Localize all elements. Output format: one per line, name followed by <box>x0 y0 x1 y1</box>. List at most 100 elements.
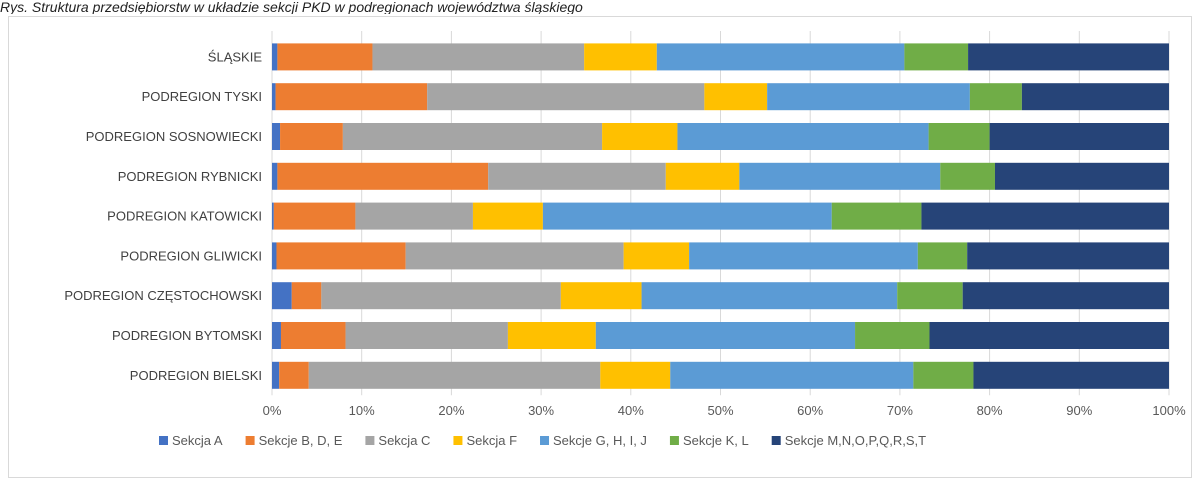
bar-segment <box>273 202 356 230</box>
bar-segment <box>600 361 671 389</box>
bar-segment <box>272 202 274 230</box>
bar-segment <box>272 43 278 71</box>
legend-swatch <box>159 436 168 445</box>
bar-segment <box>969 83 1022 111</box>
bar-segment <box>973 361 1169 389</box>
x-tick-label: 40% <box>618 403 644 418</box>
bar-segment <box>994 162 1169 190</box>
bar-segment <box>277 43 373 71</box>
category-label: PODREGION BYTOMSKI <box>112 328 262 343</box>
x-tick-label: 90% <box>1066 403 1092 418</box>
bar-segment <box>272 162 278 190</box>
bar-segment <box>656 43 905 71</box>
x-tick-label: 30% <box>528 403 554 418</box>
bar-segment <box>1021 83 1169 111</box>
legend-swatch <box>669 436 679 445</box>
bar-segment <box>989 123 1169 150</box>
bar-segment <box>855 322 930 349</box>
bar-segment <box>272 361 280 389</box>
legend-swatch <box>245 436 255 445</box>
bar-segment <box>928 123 990 150</box>
x-tick-label: 50% <box>707 403 733 418</box>
bar-segment <box>917 242 968 270</box>
category-label: PODREGION RYBNICKI <box>118 169 262 184</box>
chart-frame: ŚLĄSKIE PODREGION TYSKI PODREGION SOSNOWIE… <box>8 16 1192 478</box>
bar-segment <box>488 162 666 190</box>
bar-segment <box>623 242 690 270</box>
bar-segment <box>968 43 1169 71</box>
bar-segment <box>767 83 970 111</box>
bar-segment <box>677 123 929 150</box>
legend-entry-label: Sekcje K, L <box>683 433 749 448</box>
bar-segment <box>542 202 832 230</box>
bar-segment <box>665 162 740 190</box>
category-label: PODREGION TYSKI <box>142 89 262 104</box>
bar-segment <box>272 282 292 310</box>
legend: Sekcja A Sekcje B, D, E Sekcja C Sekcja F Se… <box>159 433 926 448</box>
bar-segment <box>280 322 346 349</box>
bar-segment <box>967 242 1169 270</box>
bars <box>272 43 1169 389</box>
bar-segment <box>921 202 1169 230</box>
category-label: PODREGION CZĘSTOCHOWSKI <box>64 288 262 303</box>
bar-segment <box>342 123 603 150</box>
bar-segment <box>372 43 585 71</box>
bar-segment <box>272 242 277 270</box>
bar-segment <box>641 282 898 310</box>
x-tick-label: 10% <box>349 403 375 418</box>
bar-segment <box>595 322 856 349</box>
bar-segment <box>279 361 309 389</box>
bar-segment <box>602 123 678 150</box>
bar-segment <box>280 123 343 150</box>
bar-segment <box>560 282 642 310</box>
bar-segment <box>272 322 281 349</box>
bar-segment <box>272 83 276 111</box>
x-tick-label: 70% <box>887 403 913 418</box>
bar-segment <box>472 202 543 230</box>
bar-segment <box>739 162 941 190</box>
bar-segment <box>277 162 489 190</box>
bar-segment <box>427 83 705 111</box>
x-tick-label: 80% <box>977 403 1003 418</box>
category-label: PODREGION GLIWICKI <box>120 248 262 263</box>
bar-segment <box>670 361 914 389</box>
category-label: PODREGION KATOWICKI <box>107 209 262 224</box>
bar-segment <box>913 361 974 389</box>
bar-segment <box>276 242 406 270</box>
bar-segment <box>291 282 322 310</box>
x-tick-label: 60% <box>797 403 823 418</box>
bar-segment <box>584 43 657 71</box>
legend-entry-label: Sekcje B, D, E <box>259 433 343 448</box>
category-label: PODREGION SOSNOWIECKI <box>86 129 262 144</box>
bar-segment <box>275 83 428 111</box>
category-label: PODREGION BIELSKI <box>130 368 262 383</box>
bar-segment <box>831 202 922 230</box>
bar-segment <box>355 202 473 230</box>
x-axis-tick-labels: 0% 10% 20% 30% 40% 50% 60% 70% 80% 90% 100% <box>263 403 1186 418</box>
legend-entry-label: Sekcja C <box>378 433 430 448</box>
bar-segment <box>704 83 768 111</box>
legend-swatch <box>771 436 781 445</box>
legend-swatch <box>365 436 375 445</box>
bar-segment <box>904 43 969 71</box>
legend-entry-label: Sekcja F <box>466 433 517 448</box>
legend-swatch <box>453 436 463 445</box>
x-tick-label: 100% <box>1152 403 1186 418</box>
bar-segment <box>272 123 281 150</box>
bar-segment <box>308 361 601 389</box>
legend-entry-label: Sekcja A <box>172 433 223 448</box>
bar-segment <box>929 322 1169 349</box>
bar-segment <box>897 282 963 310</box>
bar-segment <box>345 322 508 349</box>
chart-caption: Rys. Struktura przedsiębiorstw w układzi… <box>0 0 583 14</box>
x-tick-label: 20% <box>438 403 464 418</box>
bar-segment <box>689 242 918 270</box>
bar-segment <box>321 282 561 310</box>
category-label: ŚLĄSKIE <box>208 49 263 64</box>
stacked-bar-chart: ŚLĄSKIE PODREGION TYSKI PODREGION SOSNOWIE… <box>64 31 1186 448</box>
legend-entry-label: Sekcje M,N,O,P,Q,R,S,T <box>785 433 926 448</box>
bar-segment <box>962 282 1169 310</box>
x-tick-label: 0% <box>263 403 282 418</box>
legend-swatch <box>540 436 550 445</box>
legend-entry-label: Sekcje G, H, I, J <box>553 433 647 448</box>
